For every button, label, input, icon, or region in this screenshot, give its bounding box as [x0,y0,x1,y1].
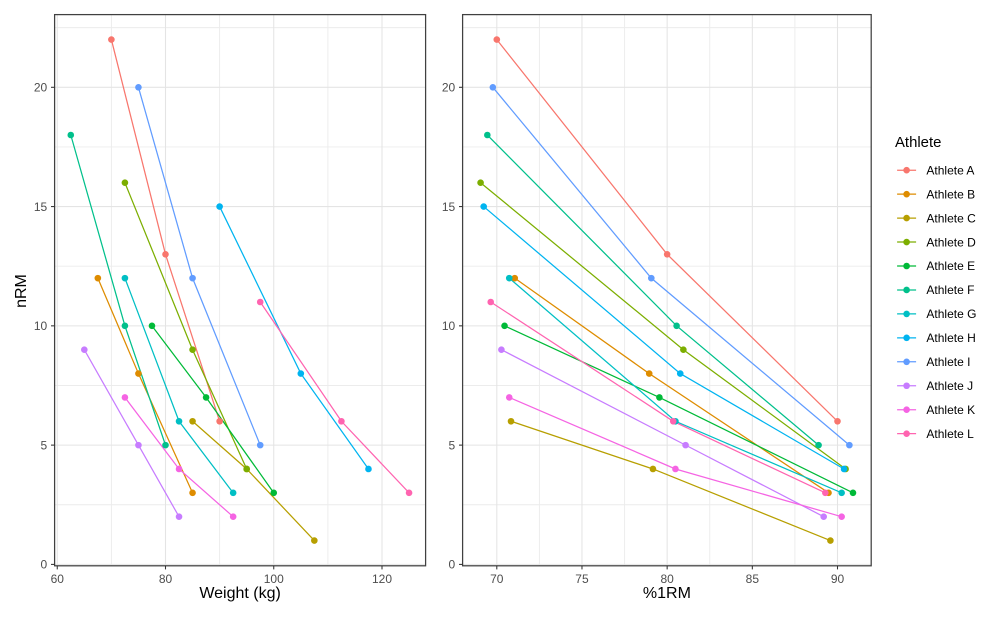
svg-text:Athlete D: Athlete D [926,235,976,249]
svg-text:20: 20 [34,81,48,95]
svg-text:nRM: nRM [13,274,30,308]
svg-text:0: 0 [41,558,48,572]
svg-text:5: 5 [41,438,48,452]
svg-text:70: 70 [490,572,504,586]
svg-text:Athlete: Athlete [895,135,941,151]
svg-text:Athlete B: Athlete B [926,187,975,201]
svg-text:20: 20 [442,81,456,95]
svg-text:15: 15 [34,200,48,214]
svg-text:100: 100 [264,572,284,586]
svg-text:80: 80 [660,572,674,586]
svg-text:Athlete K: Athlete K [926,403,975,417]
svg-text:85: 85 [746,572,760,586]
svg-text:80: 80 [159,572,173,586]
svg-text:Weight (kg): Weight (kg) [199,585,281,602]
svg-text:75: 75 [575,572,589,586]
svg-text:10: 10 [442,319,456,333]
svg-text:Athlete H: Athlete H [926,331,975,345]
svg-text:Athlete F: Athlete F [926,283,974,297]
svg-text:Athlete G: Athlete G [926,307,976,321]
svg-text:10: 10 [34,319,48,333]
svg-text:0: 0 [449,558,456,572]
svg-text:%1RM: %1RM [643,585,691,602]
svg-text:15: 15 [442,200,456,214]
svg-text:Athlete E: Athlete E [926,259,975,273]
svg-text:60: 60 [51,572,65,586]
svg-text:5: 5 [449,438,456,452]
svg-text:Athlete L: Athlete L [926,427,974,441]
svg-text:Athlete I: Athlete I [926,355,970,369]
svg-text:Athlete C: Athlete C [926,211,976,225]
svg-text:Athlete A: Athlete A [926,163,974,177]
svg-text:90: 90 [831,572,845,586]
svg-text:120: 120 [372,572,392,586]
svg-text:Athlete J: Athlete J [926,379,973,393]
